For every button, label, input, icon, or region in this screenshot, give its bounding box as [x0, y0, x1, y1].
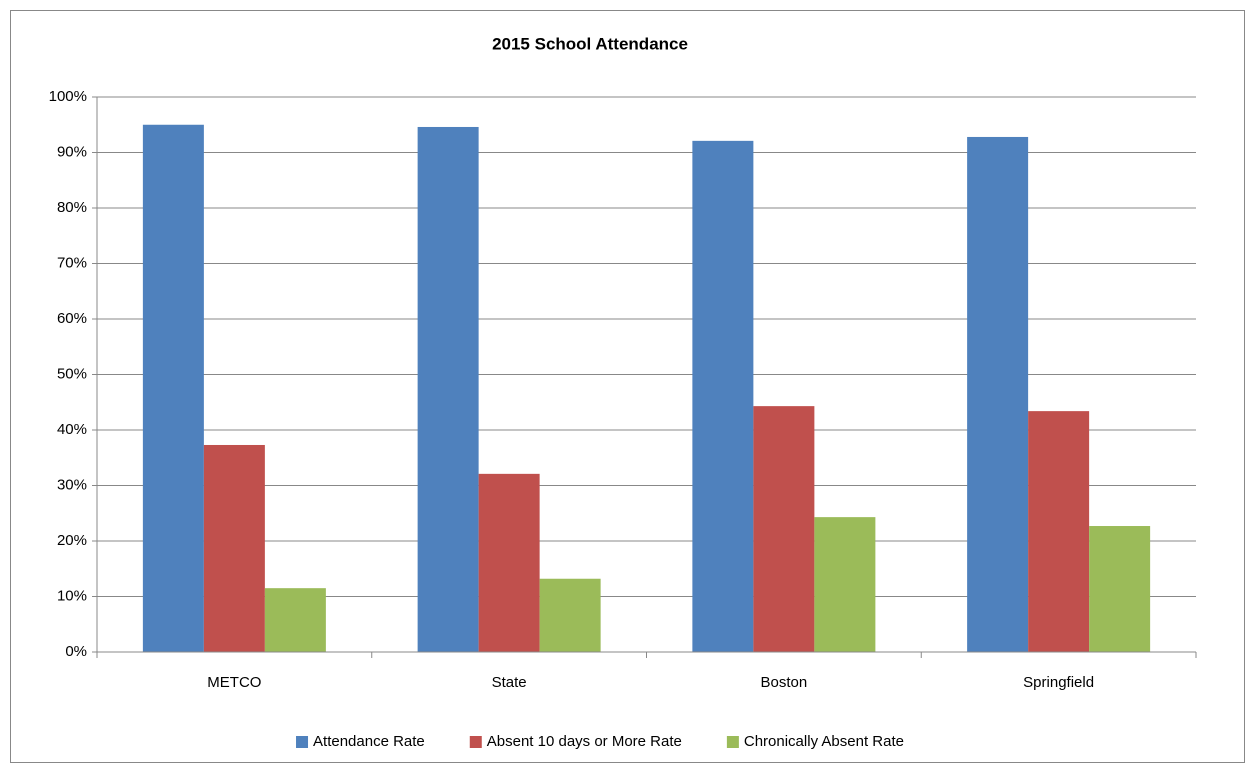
y-tick-label: 70%	[57, 254, 87, 271]
y-tick-label: 10%	[57, 587, 87, 604]
bar	[814, 517, 876, 652]
bar	[478, 473, 540, 652]
x-tick-label: State	[492, 674, 527, 691]
legend-label: Attendance Rate	[313, 733, 425, 750]
legend-swatch	[726, 736, 739, 748]
y-tick-label: 30%	[57, 476, 87, 493]
bar	[417, 126, 479, 653]
y-tick-label: 40%	[57, 421, 87, 438]
bar	[692, 140, 754, 652]
x-tick-label: METCO	[207, 674, 261, 691]
bar	[1089, 526, 1151, 652]
y-tick-label: 60%	[57, 310, 87, 327]
x-tick-label: Boston	[761, 674, 808, 691]
bar	[967, 136, 1029, 652]
bar	[753, 406, 815, 652]
chart-title: 2015 School Attendance	[492, 34, 688, 53]
bar	[1028, 411, 1090, 652]
legend-label: Chronically Absent Rate	[744, 733, 904, 750]
y-tick-label: 80%	[57, 199, 87, 216]
y-tick-label: 100%	[49, 88, 87, 105]
y-tick-label: 20%	[57, 532, 87, 549]
bar	[539, 578, 601, 652]
bar	[264, 588, 326, 652]
y-tick-label: 90%	[57, 143, 87, 160]
bar	[203, 444, 265, 652]
y-tick-label: 0%	[65, 643, 87, 660]
bar	[142, 124, 204, 652]
legend-label: Absent 10 days or More Rate	[487, 733, 682, 750]
x-tick-label: Springfield	[1023, 674, 1094, 691]
legend-swatch	[469, 736, 482, 748]
y-tick-label: 50%	[57, 365, 87, 382]
legend-swatch	[296, 736, 309, 748]
